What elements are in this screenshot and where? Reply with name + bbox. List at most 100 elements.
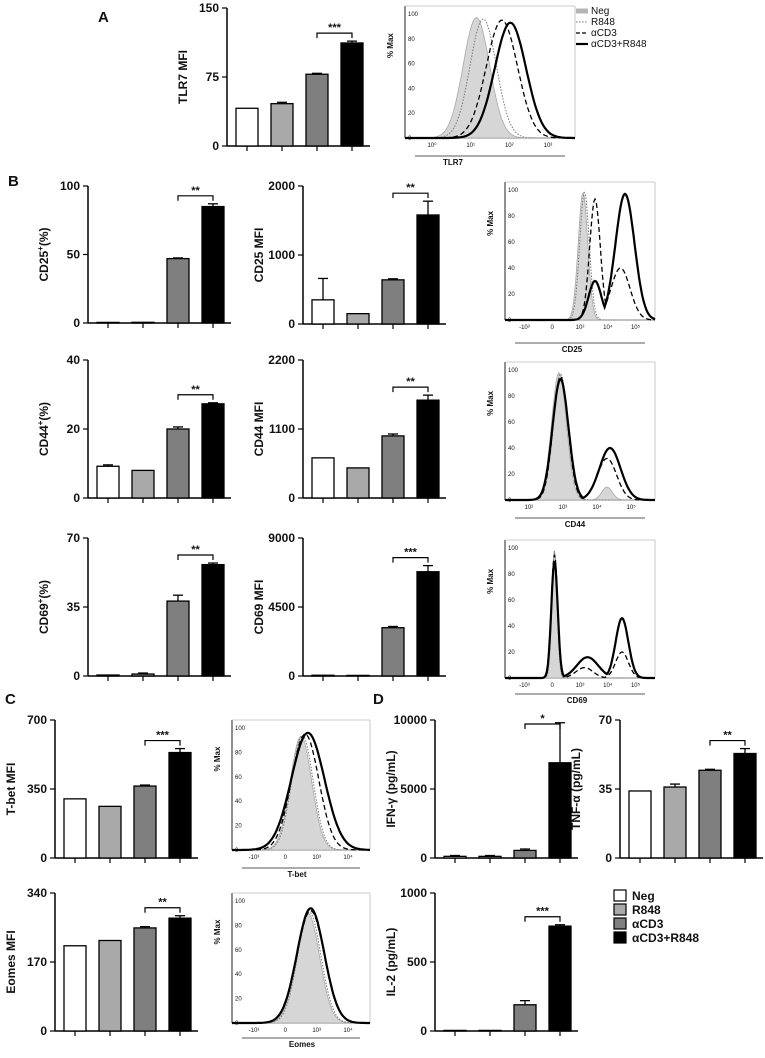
y-tick-label: 20 xyxy=(67,422,81,436)
histogram-y-tick-label: 80 xyxy=(508,394,515,400)
y-tick-label: 0 xyxy=(212,139,219,153)
bar-cd69pct-3 xyxy=(166,600,190,677)
histogram-y-tick-label: 60 xyxy=(235,948,242,954)
histogram-acd3-r848-solid xyxy=(405,21,575,140)
bar-cd25pct-2 xyxy=(131,321,155,324)
histogram-y-label: % Max xyxy=(213,919,222,944)
histogram-y-tick-label: 20 xyxy=(235,997,242,1003)
bar-ifng-4 xyxy=(548,762,572,859)
histogram-y-tick-label: 100 xyxy=(235,899,246,905)
histogram-x-tick-label: 10³ xyxy=(576,683,585,689)
histogram-x-tick-label: -10³ xyxy=(249,855,260,861)
histogram-x-label: CD25 xyxy=(562,345,583,354)
y-tick-label: 1100 xyxy=(269,422,295,436)
bar-eomes-2 xyxy=(98,939,122,1032)
bar-eomes-3 xyxy=(133,927,157,1032)
significance-label: ** xyxy=(191,384,200,396)
bar-ifng-1 xyxy=(443,855,467,859)
y-axis-label-text: CD69 MFI xyxy=(252,580,266,635)
histogram-y-tick-label: 100 xyxy=(408,12,419,18)
histogram-x-tick-label: 0 xyxy=(551,325,555,331)
histogram-x-label: TLR7 xyxy=(443,158,464,167)
histogram-x-tick-label: 10⁵ xyxy=(631,682,641,689)
panel-label-a: A xyxy=(98,9,109,26)
bar-cd69mfi-3 xyxy=(381,627,405,677)
y-tick-label: 0 xyxy=(420,1024,427,1038)
y-axis-label-text: IL-2 (pg/mL) xyxy=(384,928,398,997)
y-axis-label: CD25 MFI xyxy=(252,228,266,283)
y-tick-label: 0 xyxy=(73,669,80,683)
bar-cd25pct-4 xyxy=(201,205,225,324)
bar-il2-2 xyxy=(478,1029,502,1032)
bar-tbet-1 xyxy=(63,798,87,859)
significance-bracket xyxy=(144,739,181,746)
y-tick-label: 350 xyxy=(27,782,47,796)
significance-bracket xyxy=(177,394,214,400)
histogram-y-tick-label: 40 xyxy=(508,266,515,272)
y-tick-label: 1000 xyxy=(268,248,295,262)
bar-chart-cd25pct: 0 50 100 ** CD25+(%) xyxy=(36,179,231,330)
significance-label: *** xyxy=(536,906,550,918)
y-axis-label-text: CD69 xyxy=(37,603,51,634)
histogram-x-label: Eomes xyxy=(289,1040,316,1049)
bar-tbet-3 xyxy=(133,785,157,859)
legend-label-1: Neg xyxy=(632,889,655,903)
bar-ifng-3 xyxy=(513,849,537,859)
significance-label: ** xyxy=(158,897,167,909)
bar-chart-cd25mfi: 0 1000 2000 ** CD25 MFI xyxy=(252,179,446,331)
histogram-y-tick-label: 40 xyxy=(235,972,242,978)
significance-bracket xyxy=(392,557,429,563)
y-tick-label: 2200 xyxy=(268,353,295,367)
bar-il2-3 xyxy=(513,1004,537,1032)
histogram-y-tick-label: 20 xyxy=(235,824,242,830)
significance-bracket xyxy=(177,195,214,201)
bar-chart-ifng: 0 5000 10000 * IFN-γ (pg/mL) xyxy=(384,713,578,865)
histogram-y-label: % Max xyxy=(386,33,395,58)
bar-tnfa-3 xyxy=(698,769,722,859)
y-axis-label: CD69+(%) xyxy=(36,580,51,634)
legend-swatch-1 xyxy=(613,889,627,902)
histogram-legend-label: Neg xyxy=(591,6,609,17)
significance-label: *** xyxy=(404,547,418,559)
bar-cd69mfi-1 xyxy=(311,674,335,677)
bar-cd69pct-2 xyxy=(131,673,155,677)
histogram-y-tick-label: 20 xyxy=(408,111,415,117)
histogram-x-tick-label: 10⁴ xyxy=(603,324,613,331)
histogram-y-tick-label: 20 xyxy=(508,292,515,298)
histogram-y-tick-label: 80 xyxy=(408,37,415,43)
y-axis-label-text: Eomes MFI xyxy=(4,930,18,993)
significance-bracket xyxy=(524,723,561,729)
y-axis-label-text: IFN-γ (pg/mL) xyxy=(384,750,398,827)
significance-bracket xyxy=(709,739,746,746)
y-axis-label-tail: (%) xyxy=(37,227,51,246)
y-tick-label: 0 xyxy=(40,1024,47,1038)
histogram-x-label: CD69 xyxy=(567,696,588,705)
legend-swatch-3 xyxy=(613,917,627,930)
panel-label-c: C xyxy=(5,691,16,708)
y-tick-label: 0 xyxy=(288,491,295,505)
histogram-x-label: CD44 xyxy=(565,520,586,529)
y-tick-label: 35 xyxy=(67,600,81,614)
significance-label: ** xyxy=(406,182,415,194)
significance-bracket xyxy=(316,32,353,39)
bar-tbet-4 xyxy=(168,751,192,859)
histogram-y-tick-label: 40 xyxy=(508,446,515,452)
histogram-x-tick-label: -10³ xyxy=(519,325,530,331)
histogram-y-tick-label: 100 xyxy=(508,188,519,194)
panel-label-d: D xyxy=(373,691,384,708)
histogram-y-label: % Max xyxy=(213,746,222,771)
histogram-y-tick-label: 60 xyxy=(408,62,415,68)
bar-cd25pct-3 xyxy=(166,257,190,324)
bar-chart-il2: 0 500 1000 *** IL-2 (pg/mL) xyxy=(384,886,578,1038)
bar-cd44mfi-4 xyxy=(416,399,440,499)
y-tick-label: 0 xyxy=(40,851,47,865)
y-tick-label: 4500 xyxy=(268,600,295,614)
significance-label: *** xyxy=(156,730,170,742)
histogram-acd3-r848-solid xyxy=(505,377,655,502)
